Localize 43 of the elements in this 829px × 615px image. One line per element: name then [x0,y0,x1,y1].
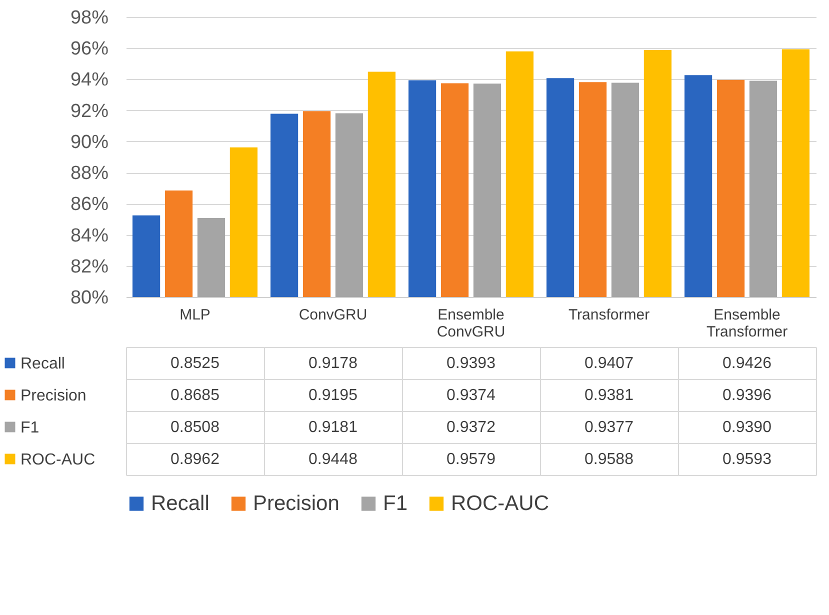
data-label: 0.9588 [584,451,634,468]
data-label: 0.8962 [170,451,220,468]
y-tick-label: 82% [70,256,109,278]
y-tick-label: 90% [70,132,109,153]
data-label: 0.9381 [584,387,634,404]
data-label: 0.9579 [446,451,496,468]
x-tick-label: MLP [180,306,210,324]
y-tick-label: 88% [70,163,109,184]
y-tick-label: 92% [70,100,109,122]
y-tick-label: 86% [70,194,109,216]
x-tick-label: Ensemble ConvGRU [436,306,506,340]
y-tick-label: 80% [70,288,109,308]
text: F1 [20,420,40,436]
data-label: 0.9396 [722,387,772,404]
data-label: 0.8685 [170,387,220,404]
data-label: 0.9393 [446,355,496,372]
data-label: 0.9407 [584,355,634,372]
data-label: 0.9374 [446,387,496,404]
data-label: 0.9195 [308,387,358,404]
x-tick-label: Ensemble Transformer [706,306,788,340]
text: ROC-AUC [20,452,96,468]
data-label: 0.8525 [170,355,220,372]
legend-label: Precision [253,492,340,515]
data-label: 0.9377 [584,419,634,436]
data-label: 0.9181 [308,419,358,436]
text: Recall [20,356,65,372]
data-label: 0.9390 [722,419,772,436]
data-label: 0.9426 [722,355,772,372]
y-tick-label: 96% [70,38,109,60]
x-tick-label: ConvGRU [298,306,368,324]
legend-label: F1 [383,492,408,515]
y-tick-label: 94% [70,70,109,91]
data-label: 0.9593 [722,451,772,468]
data-label: 0.9178 [308,355,358,372]
data-label: 0.9372 [446,419,496,436]
x-tick-label: Transformer [568,306,650,324]
y-tick-label: 84% [70,225,109,246]
text: Precision [20,388,86,404]
y-tick-label: 98% [70,8,109,28]
data-label: 0.9448 [308,451,358,468]
legend-label: ROC-AUC [451,492,549,515]
legend-label: Recall [151,492,210,515]
data-label: 0.8508 [170,419,220,436]
